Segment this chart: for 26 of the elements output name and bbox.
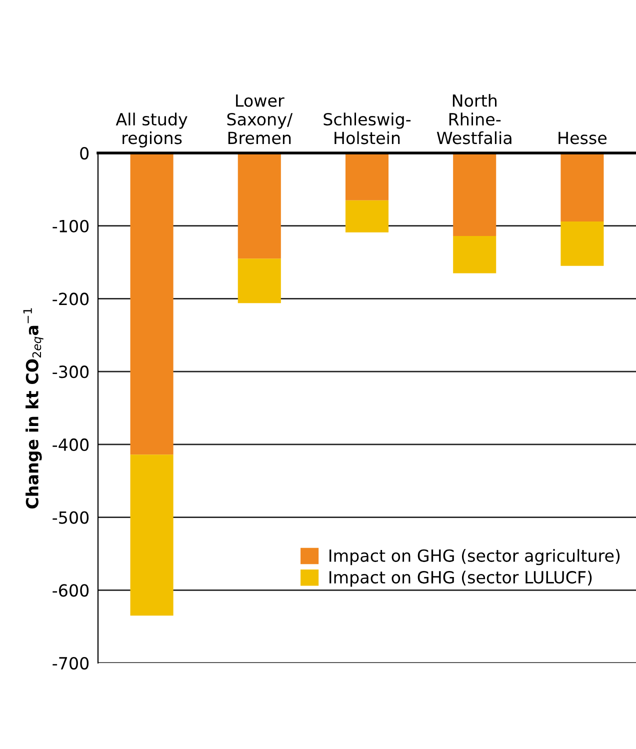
bar bbox=[130, 153, 174, 455]
legend-label: Impact on GHG (sector LULUCF) bbox=[330, 570, 592, 587]
y-tick-label: -700 bbox=[52, 656, 89, 670]
y-tick-label: -100 bbox=[52, 220, 89, 232]
bar bbox=[238, 153, 281, 259]
y-tick-label: -500 bbox=[52, 511, 89, 524]
bar bbox=[345, 153, 389, 200]
x-tick-label: Schleswig- Holstein bbox=[324, 112, 411, 144]
y-tick-label: 0 bbox=[80, 146, 89, 160]
bar bbox=[453, 236, 496, 274]
bar bbox=[453, 153, 496, 236]
bar bbox=[238, 258, 281, 304]
legend-label: Impact on GHG (sector agriculture) bbox=[330, 549, 620, 566]
bar bbox=[130, 454, 174, 616]
x-tick-label: North Rhine- Westfalia bbox=[436, 94, 512, 144]
y-tick-label: -600 bbox=[52, 584, 89, 597]
y-tick-label: -400 bbox=[52, 438, 89, 451]
bar bbox=[560, 221, 604, 266]
y-axis-title: Change in kt CO$_{2eq}$a$^{−1}$ bbox=[23, 308, 44, 509]
x-tick-label: All study regions bbox=[116, 112, 188, 148]
bar bbox=[560, 153, 604, 222]
y-tick-label: -300 bbox=[52, 366, 89, 378]
x-tick-label: Lower Saxony/ Bremen bbox=[227, 94, 293, 144]
y-tick-label: -200 bbox=[52, 292, 89, 306]
x-tick-label: Hesse bbox=[558, 132, 607, 144]
bar bbox=[345, 200, 389, 232]
